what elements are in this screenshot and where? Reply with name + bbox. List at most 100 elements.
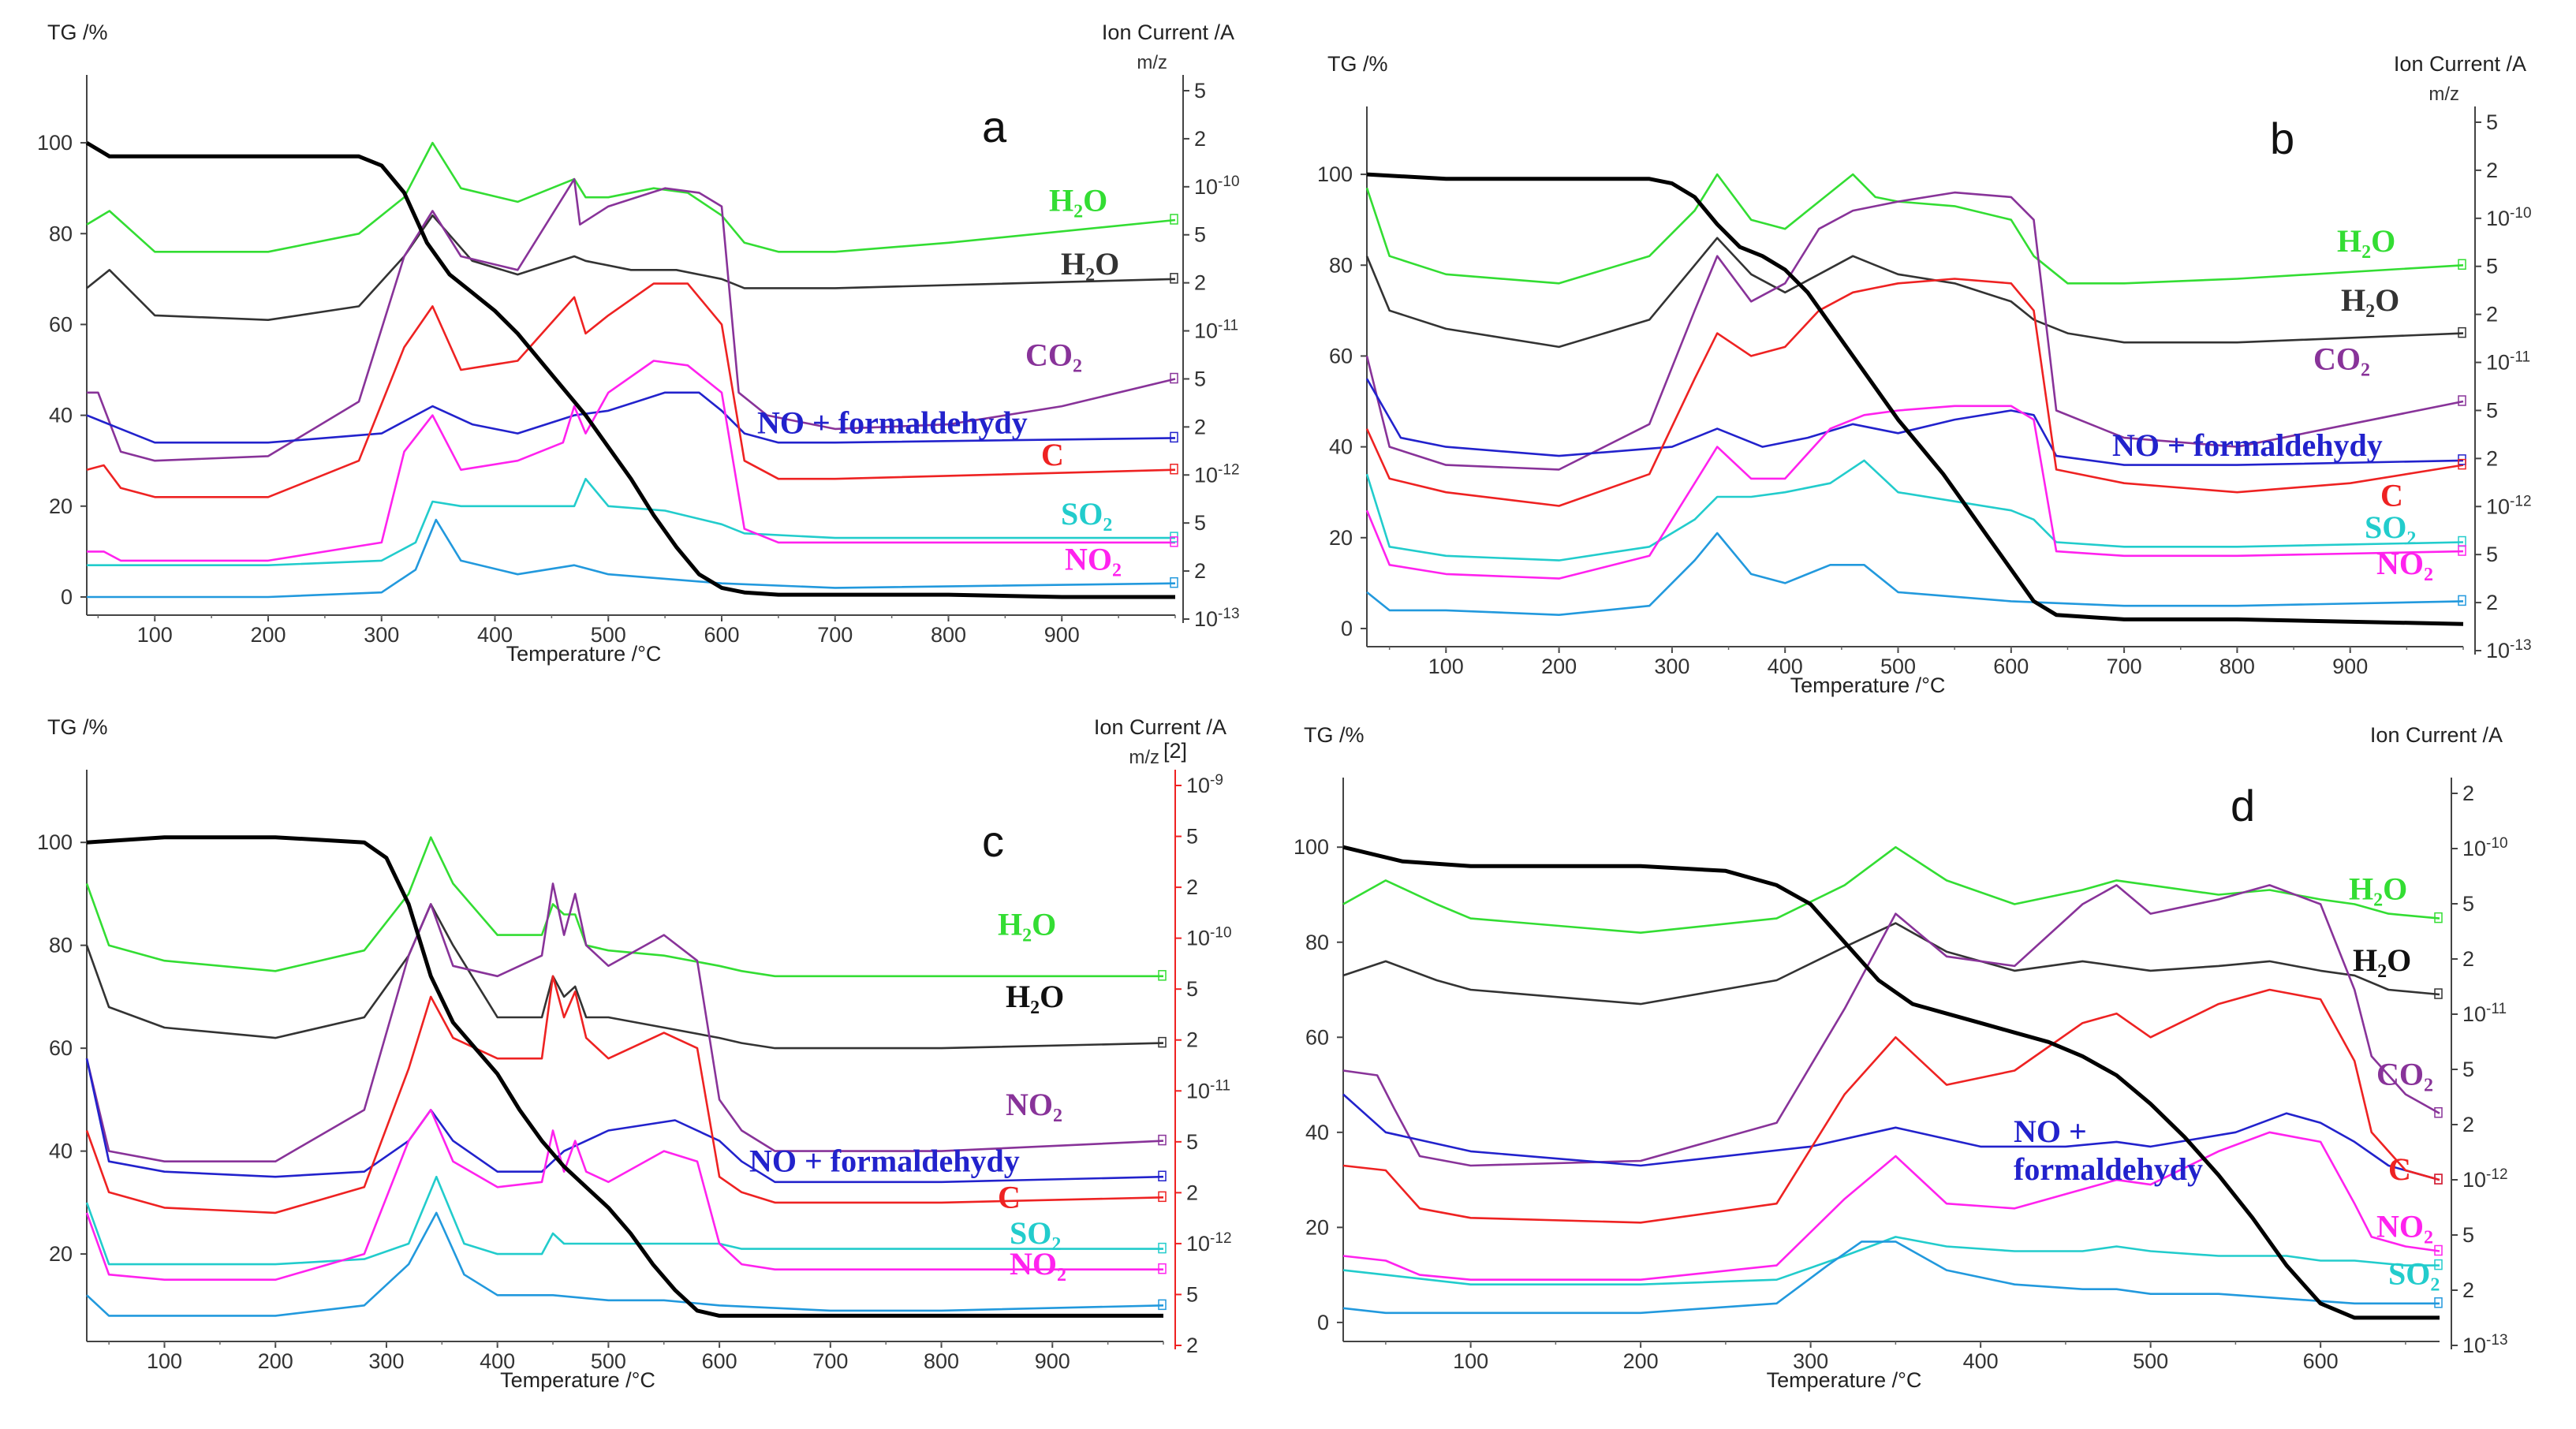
series-label-co2: CO₂ [2376,1057,2433,1092]
right-tick-label: 2 [1194,415,1206,438]
y-axis-label-left: TG /% [1327,52,1388,76]
series-line-no2-bottom-trace- [1342,1241,2440,1315]
y-axis-label-left: TG /% [1304,723,1365,747]
series-line-no2 [87,360,1175,562]
y-axis-label-left: TG /% [47,715,108,739]
series-label-no2: NO₂ [1010,1246,1066,1282]
right-tick-label: 5 [2462,1058,2474,1081]
series-index-marker [2458,259,2466,270]
series-index-marker [1170,214,1178,225]
series-label-line2: formaldehydy [2014,1151,2203,1187]
series-line-h2o [86,141,1176,253]
y-tick-label: 100 [1294,835,1329,859]
mz-label: m/z [1129,747,1159,768]
y-tick-label: 40 [49,404,73,427]
series-line-so2 [1342,1236,2440,1286]
x-tick-label: 700 [2107,655,2142,678]
series-line-no-formaldehydy [85,1058,1164,1184]
series-line-h2o [1365,173,2464,285]
right-tick-label: 2 [1186,1334,1198,1357]
series-line-so2 [85,1175,1163,1266]
series-line-so2 [1365,459,2464,562]
series-line-no2 [85,882,1164,1163]
series-line-h2o [86,214,1176,322]
series-line-tg [86,835,1163,1318]
panel-letter: b [2270,114,2294,163]
series-label-c: C [2380,477,2403,513]
x-tick-label: 200 [1541,655,1577,678]
series-index-marker [1158,1134,1167,1146]
y-tick-label: 20 [49,1242,73,1266]
x-tick-label: 200 [1623,1349,1659,1373]
right-tick-label: 10-11 [1186,1077,1230,1103]
right-tick-label: 5 [1194,367,1206,390]
right-tick-label: 10-12 [2462,1166,2508,1192]
right-tick-label: 5 [1186,1282,1198,1306]
x-tick-label: 300 [1654,655,1689,678]
series-label-c: C [1041,437,1064,472]
y-tick-label: 80 [49,222,73,245]
y-axis-label-left: TG /% [47,21,108,44]
x-tick-label: 300 [1793,1349,1828,1373]
series-line-no2 [1365,405,2464,580]
x-tick-label: 600 [1993,655,2029,678]
x-tick-label: 100 [1428,655,1464,678]
series-line-no2-bottom-trace- [86,1211,1164,1317]
right-tick-label: 5 [2486,398,2498,422]
x-tick-label: 600 [2303,1349,2339,1373]
series-line-no-formaldehydy [1365,378,2464,466]
x-tick-label: 300 [364,623,399,647]
series-line-h2o [1342,922,2440,1006]
series-index-marker [1170,463,1178,475]
right-tick-label: 10-11 [1194,318,1238,343]
x-tick-label: 800 [931,623,966,647]
y-tick-label: 40 [49,1140,73,1163]
y-tick-label: 80 [1329,253,1353,277]
y-tick-label: 0 [1317,1311,1329,1334]
panel-letter: a [982,102,1007,151]
series-line-no2 [85,1109,1163,1282]
y-tick-label: 40 [1305,1121,1329,1144]
series-index-marker [1170,273,1178,284]
series-label-c: C [998,1179,1021,1214]
y-tick-label: 100 [1317,162,1353,186]
x-tick-label: 400 [1963,1349,1999,1373]
x-tick-label: 600 [702,1349,737,1373]
x-tick-label: 800 [924,1349,959,1373]
right-tick-label: 2 [2486,591,2498,614]
chart-panel-d: 100 200 300 400 500 600 Temperature /°C 0 20 40 60… [1294,723,2508,1392]
series-index-marker [2434,988,2443,999]
series-index-marker [2434,1297,2443,1308]
right-tick-label: 2 [2462,782,2474,805]
right-tick-label: 10-11 [2462,1001,2507,1026]
series-line-h2o [85,903,1164,1050]
x-tick-label: 900 [1035,1349,1070,1373]
series-index-marker [1158,1191,1167,1203]
x-tick-label: 500 [2133,1349,2168,1373]
series-index-marker [2434,1106,2443,1118]
series-line-c [86,282,1176,498]
series-label-co2: CO₂ [1025,337,1082,372]
right-tick-label: 10-13 [1194,606,1240,631]
x-axis-label: Temperature /°C [500,1368,655,1392]
series-label-so2: SO₂ [1061,496,1112,532]
y-tick-label: 40 [1329,435,1353,459]
right-tick-label: 2 [2486,303,2498,326]
series-line-co2 [1342,884,2440,1167]
mz-label: m/z [1137,52,1167,73]
right-tick-label: 10-10 [1194,173,1240,199]
series-label-no-formaldehydy: NO + formaldehydy [757,405,1028,441]
y-tick-label: 80 [49,934,73,957]
series-index-marker [1158,1036,1167,1048]
x-tick-label: 500 [591,1349,626,1373]
x-tick-label: 700 [812,1349,848,1373]
x-tick-label: 700 [817,623,853,647]
series-line-c [1342,988,2440,1224]
x-tick-label: 800 [2219,655,2255,678]
series-index-marker [2434,1173,2443,1185]
series-index-marker [1170,372,1178,384]
series-label-h2o: H₂O [1061,246,1119,282]
right-tick-label: 5 [1194,511,1206,535]
x-tick-label: 100 [1453,1349,1488,1373]
